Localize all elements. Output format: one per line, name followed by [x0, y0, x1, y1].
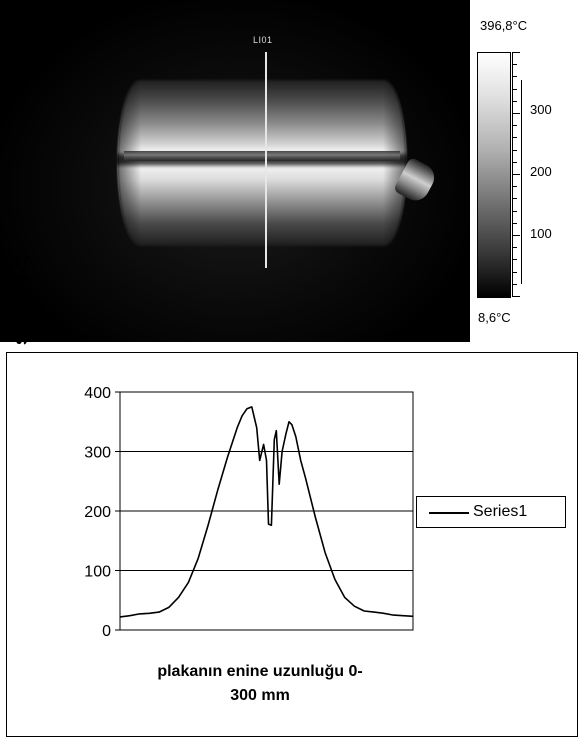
scale-label-300: 300: [530, 102, 552, 117]
y-tick-label: 400: [84, 385, 111, 402]
scale-tick: [512, 113, 520, 114]
scale-tick: [512, 52, 520, 53]
y-tick-label: 100: [84, 564, 111, 581]
profile-line-label: LI01: [253, 35, 273, 45]
weld-seam: [124, 151, 400, 161]
y-tick-label: 300: [84, 445, 111, 462]
scale-tick: [512, 149, 517, 151]
scale-tick: [512, 259, 517, 261]
scale-tick: [512, 125, 517, 127]
series-lines: [119, 406, 414, 618]
series-line-series1: [119, 406, 414, 618]
chart-legend: Series1: [416, 496, 566, 528]
x-axis-title: plakanın enine uzunluğu 0- 300 mm: [110, 660, 410, 708]
scale-tick: [512, 100, 517, 102]
scale-tick: [512, 174, 520, 175]
scale-tick: [512, 137, 517, 139]
x-axis-title-line1: plakanın enine uzunluğu 0-: [157, 663, 363, 680]
scale-tick: [512, 296, 520, 297]
scale-label-100: 100: [530, 226, 552, 241]
scale-tick: [512, 283, 517, 285]
scale-tick: [512, 222, 517, 224]
scale-tick: [512, 235, 520, 236]
profile-line[interactable]: [265, 52, 267, 268]
scale-tick: [512, 186, 517, 188]
scale-tick: [512, 88, 517, 90]
chart-frame: [6, 352, 578, 737]
scale-tick: [512, 198, 517, 200]
scale-label-200: 200: [530, 164, 552, 179]
y-tick-labels: 0 100 200 300 400: [84, 385, 111, 640]
grid-lines: [120, 451, 413, 571]
scale-range-indicator: [521, 80, 522, 284]
y-tick-label: 0: [102, 623, 111, 640]
legend-label-series1: Series1: [473, 503, 528, 520]
y-tick-label: 200: [84, 504, 111, 521]
axes: [115, 391, 414, 631]
thermal-image: LI01: [0, 0, 470, 342]
roller-shading: [118, 80, 406, 246]
scale-max-label: 396,8°C: [480, 18, 528, 33]
x-axis-title-line2: 300 mm: [230, 687, 290, 704]
scale-tick: [512, 271, 517, 273]
scale-min-label: 8,6°C: [478, 310, 511, 325]
scale-tick: [512, 247, 517, 249]
scale-tick: [512, 76, 517, 78]
scale-tick: [512, 210, 517, 212]
temperature-color-scale: [477, 52, 511, 298]
scale-tick: [512, 161, 517, 163]
scale-tick: [512, 64, 517, 66]
legend-swatch-series1: [429, 512, 469, 514]
y-axis-title: Sıcaklık ( C): [14, 254, 31, 345]
